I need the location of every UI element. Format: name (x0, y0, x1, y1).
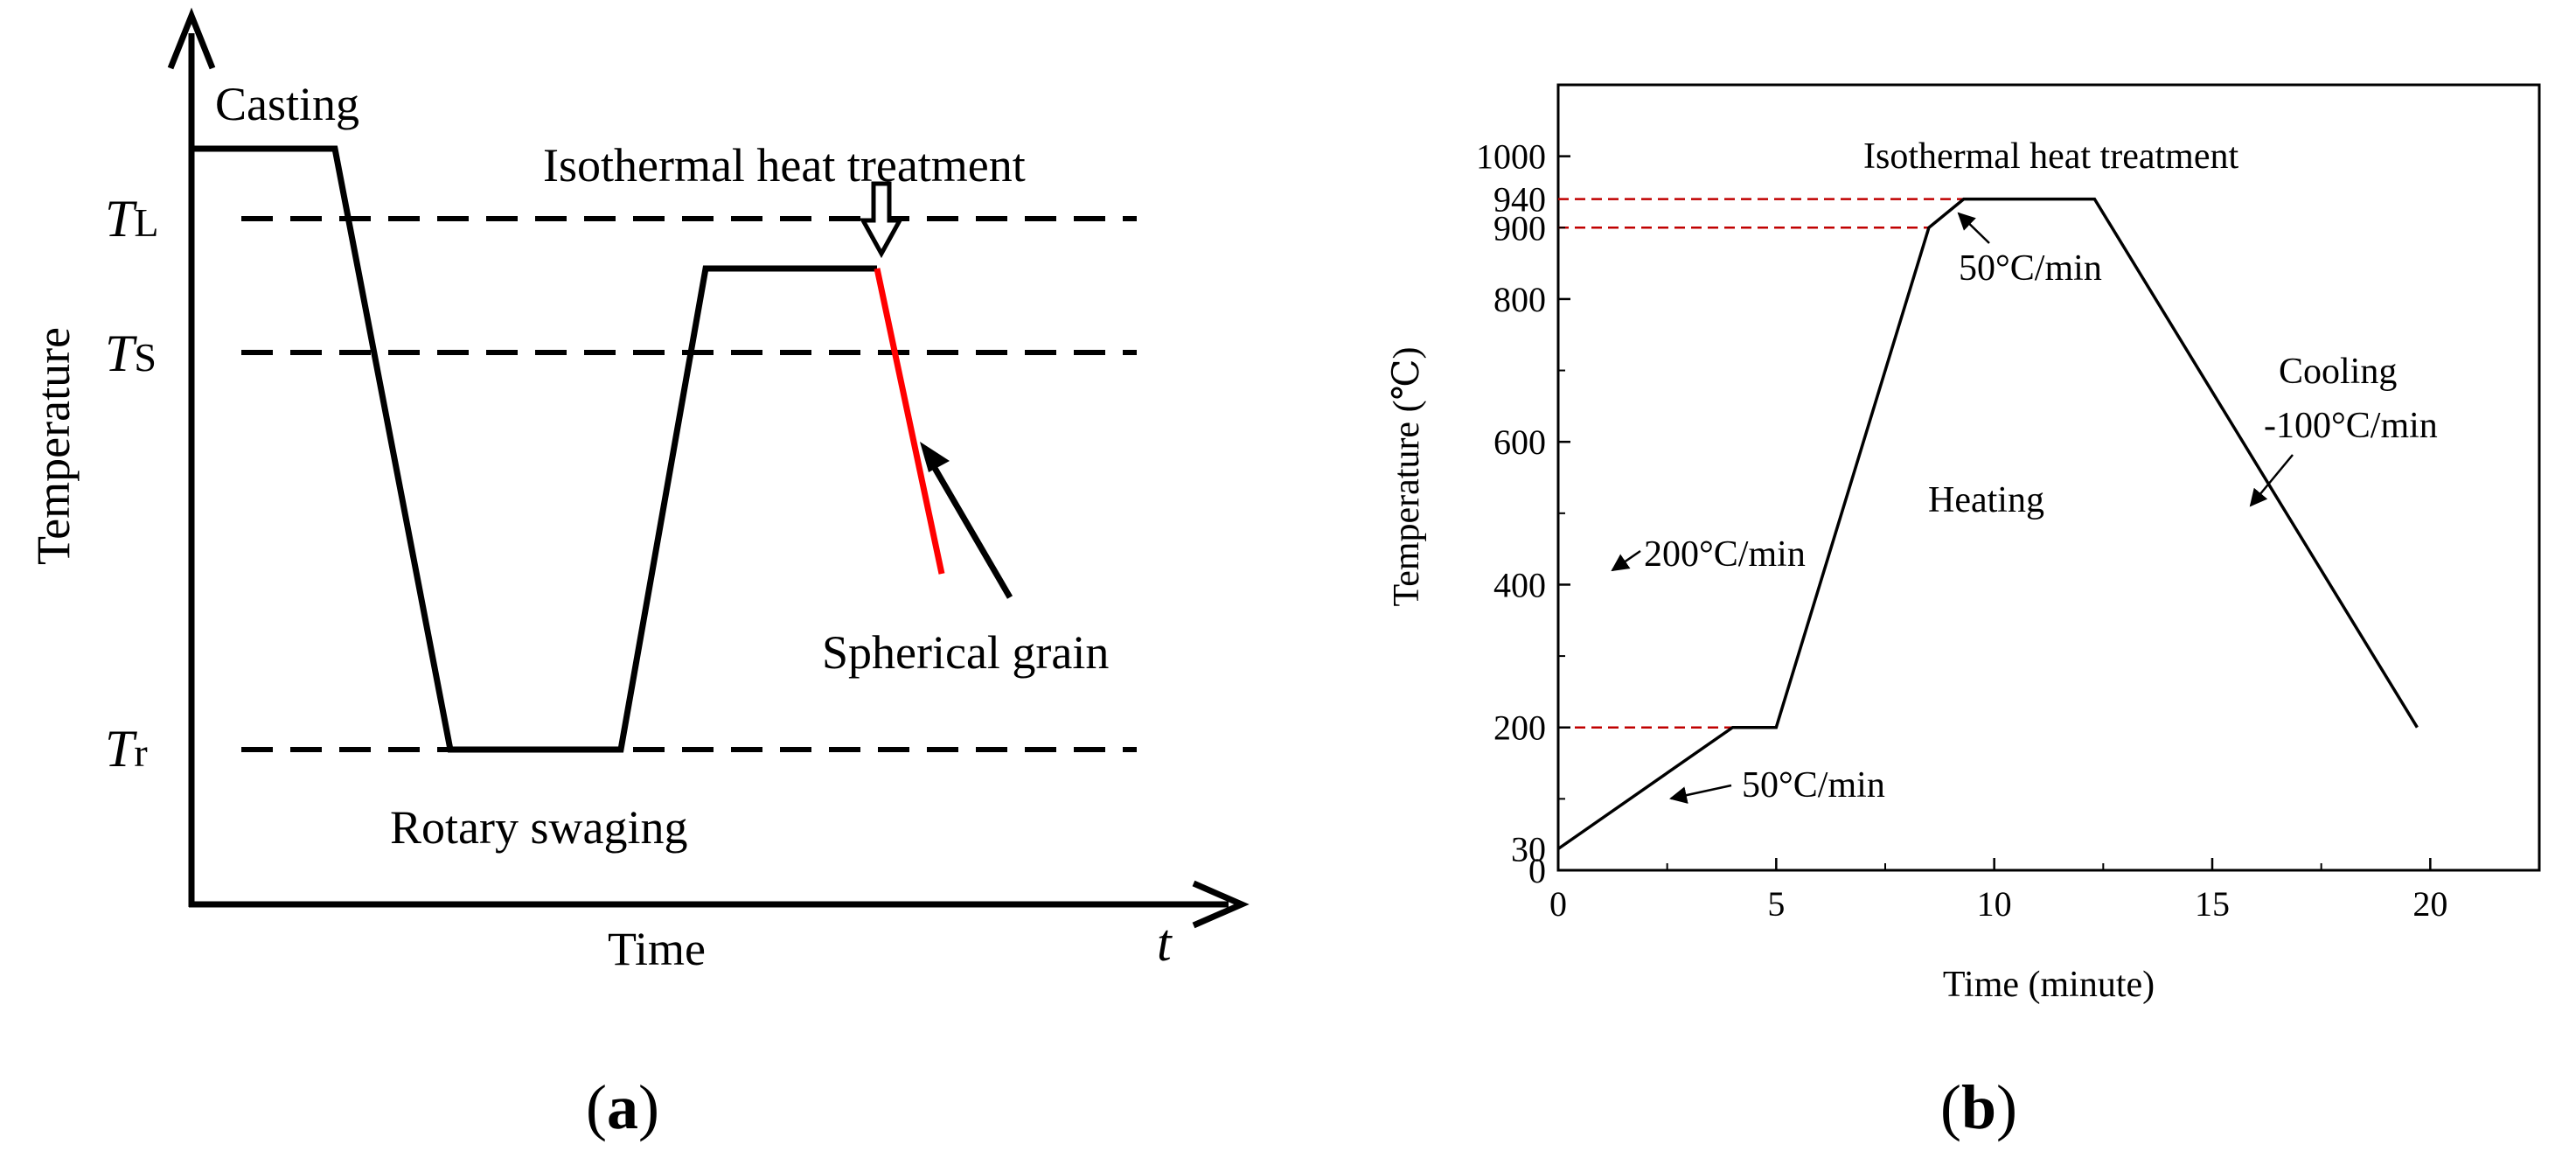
panel-a-y-label: Temperature (27, 327, 80, 565)
panel-a: Casting Isothermal heat treatment Spheri… (27, 7, 1250, 1142)
label-rotary-swaging: Rotary swaging (390, 801, 687, 854)
y-tick-label-1000: 1000 (1476, 137, 1546, 177)
level-label-tr: Tr (105, 720, 148, 778)
red-guide-lines (1558, 198, 1964, 729)
panel-b-ticks (1556, 155, 2432, 872)
x-tick-label-0: 0 (1549, 884, 1567, 924)
arrow-heating (1611, 549, 1641, 572)
label-cooling-rate: -100°C/min (2264, 406, 2438, 446)
panel-b-frame (1556, 83, 2541, 872)
y-tick-label-400: 400 (1493, 565, 1546, 604)
panel-b-caption: (b) (1940, 1072, 2017, 1142)
y-red-tick-label-900: 900 (1493, 208, 1546, 248)
level-label-ts: TS (105, 324, 157, 382)
x-tick-label-20: 20 (2412, 884, 2447, 924)
label-heating-rate: 200°C/min (1644, 534, 1806, 575)
y-tick-label-600: 600 (1493, 422, 1546, 462)
label-isothermal-a: Isothermal heat treatment (543, 139, 1026, 192)
panel-b-x-label: Time (minute) (1943, 965, 2155, 1005)
x-tick-label-5: 5 (1767, 884, 1785, 924)
y-tick-label-200: 200 (1493, 708, 1546, 748)
label-spherical-grain: Spherical grain (822, 626, 1109, 679)
arrow-rate-bottom (1669, 784, 1732, 804)
label-casting: Casting (215, 78, 359, 130)
spherical-grain-arrowhead-icon (920, 442, 950, 472)
panel-a-caption: (a) (586, 1072, 659, 1142)
y-tick-label-0: 0 (1528, 851, 1546, 890)
label-cooling: Cooling (2279, 352, 2397, 392)
x-tick-label-15: 15 (2195, 884, 2230, 924)
y-red-tick-label-940: 940 (1493, 180, 1546, 220)
spherical-grain-pointer (929, 462, 1013, 599)
label-heating: Heating (1928, 480, 2044, 520)
panel-a-x-label: Time (608, 923, 706, 975)
x-tick-label-10: 10 (1977, 884, 2012, 924)
y-red-tick-label-30: 30 (1511, 830, 1546, 869)
hollow-down-arrow-icon (859, 181, 904, 259)
label-rate-bottom: 50°C/min (1742, 765, 1885, 806)
y-tick-label-800: 800 (1493, 280, 1546, 319)
label-rate-top: 50°C/min (1959, 248, 2102, 289)
panel-a-x-symbol: t (1157, 914, 1173, 972)
arrow-cooling (2249, 454, 2294, 507)
panel-b-y-label: Temperature (℃) (1387, 346, 1427, 606)
cooling-segment-red (874, 268, 945, 575)
panel-a-x-axis-arrow (1192, 880, 1250, 929)
level-label-tl: TL (105, 190, 158, 248)
temperature-profile-line (1557, 197, 2419, 850)
panel-a-y-axis-arrow (167, 7, 216, 70)
arrow-rate-top (1957, 212, 1990, 244)
label-isothermal-b: Isothermal heat treatment (1863, 136, 2238, 177)
process-curve (191, 145, 877, 753)
